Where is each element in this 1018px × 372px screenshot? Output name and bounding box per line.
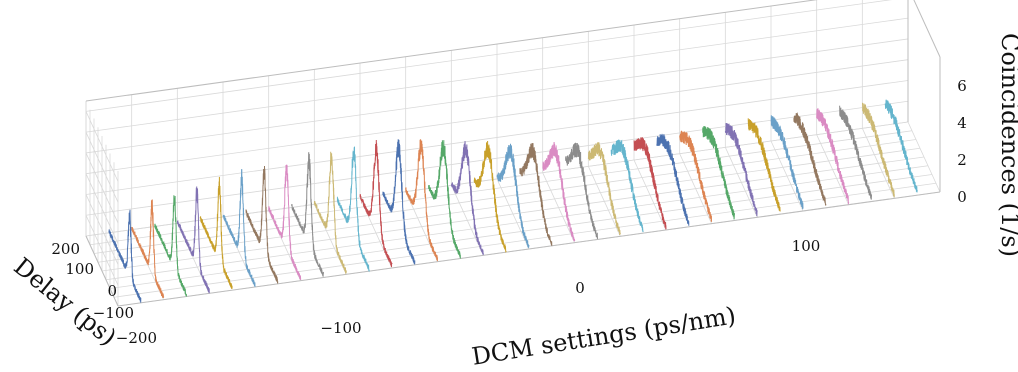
back-wall-gridline [85, 17, 909, 133]
coincidence-trace-dcm--130 [199, 176, 233, 289]
coincidence-trace-dcm--170 [108, 209, 142, 303]
coincidence-trace-dcm--30 [428, 140, 461, 259]
coincidence-trace-dcm-60 [633, 137, 667, 230]
coincidence-trace-dcm-40 [587, 142, 621, 236]
back-wall-gridline [85, 0, 893, 112]
coincidence-trace-dcm-150 [839, 105, 872, 200]
z-tick-label: 6 [957, 77, 967, 95]
coincidence-trace-dcm--60 [359, 139, 393, 268]
y-tick-label: 200 [51, 240, 80, 258]
back-wall-gridline [85, 38, 909, 154]
back-wall-gridline [85, 59, 909, 175]
coincidence-trace-dcm--90 [291, 152, 324, 277]
coincidence-trace-dcm--150 [154, 195, 187, 297]
coincidence-trace-dcm-50 [610, 139, 644, 233]
series-layer [108, 99, 918, 303]
floor-gridline [101, 156, 925, 272]
tick-layer: −100 0 100 200 100 0 −100 −200 0 2 4 6 [51, 77, 966, 347]
coincidence-trace-dcm--100 [268, 164, 302, 281]
coincidence-trace-dcm-110 [747, 118, 781, 212]
coincidence-trace-dcm--110 [245, 165, 279, 284]
coincidence-trace-dcm--20 [450, 141, 484, 256]
side-wall-gridline [85, 194, 119, 265]
y-tick-label: −100 [93, 304, 134, 322]
y-tick-label: 100 [65, 260, 94, 278]
coincidence-trace-dcm--160 [131, 199, 165, 298]
floor-gridline [89, 130, 913, 246]
coincidence-trace-dcm--70 [336, 146, 370, 273]
x-tick-label: 100 [792, 237, 821, 255]
coincidence-trace-dcm--50 [382, 139, 416, 265]
side-wall-gridline [85, 111, 119, 182]
z-tick-label: 4 [957, 114, 967, 132]
floor-gridline [109, 174, 933, 289]
axis-frame [85, 235, 119, 307]
coincidence-trace-dcm-100 [724, 122, 758, 217]
coincidence-trace-dcm-90 [702, 125, 735, 220]
coincidence-trace-dcm-30 [565, 142, 598, 240]
side-wall-gridline [85, 215, 119, 286]
coincidence-trace-dcm-20 [542, 142, 576, 242]
coincidence-trace-dcm-160 [861, 102, 895, 198]
floor-gridline [105, 165, 929, 281]
coincidence-trace-dcm-0 [496, 143, 530, 249]
coincidence-trace-dcm--140 [176, 186, 210, 294]
side-wall-gridline [85, 152, 119, 224]
coincidence-trace-dcm--120 [222, 169, 256, 288]
x-tick-label: −100 [320, 319, 361, 337]
z-tick-label: 0 [957, 188, 967, 206]
side-wall-gridline [85, 131, 119, 203]
z-tick-label: 2 [957, 151, 967, 169]
axis-frame [913, 0, 941, 58]
y-tick-label: −200 [116, 329, 157, 347]
coincidence-trace-dcm-70 [656, 133, 690, 226]
coincidence-trace-dcm--10 [473, 140, 507, 253]
coincidence-trace-dcm--40 [405, 139, 439, 262]
x-tick-label: 0 [575, 279, 585, 297]
x-axis-label: DCM settings (ps/nm) [470, 301, 738, 370]
back-wall-gridline [85, 80, 909, 195]
coincidence-trace-dcm-140 [816, 108, 850, 205]
coincidence-trace-dcm-80 [679, 130, 713, 223]
coincidence-trace-dcm-120 [770, 115, 804, 210]
y-tick-label: 0 [107, 282, 117, 300]
coincidence-trace-dcm--80 [313, 151, 347, 275]
coincidence-trace-dcm-130 [793, 112, 827, 206]
coincidence-trace-dcm-170 [884, 99, 918, 193]
axis-frame [85, 0, 818, 102]
z-axis-label: Coincidences (1/s) [996, 33, 1018, 257]
coincidence-trace-dcm-10 [519, 142, 553, 246]
